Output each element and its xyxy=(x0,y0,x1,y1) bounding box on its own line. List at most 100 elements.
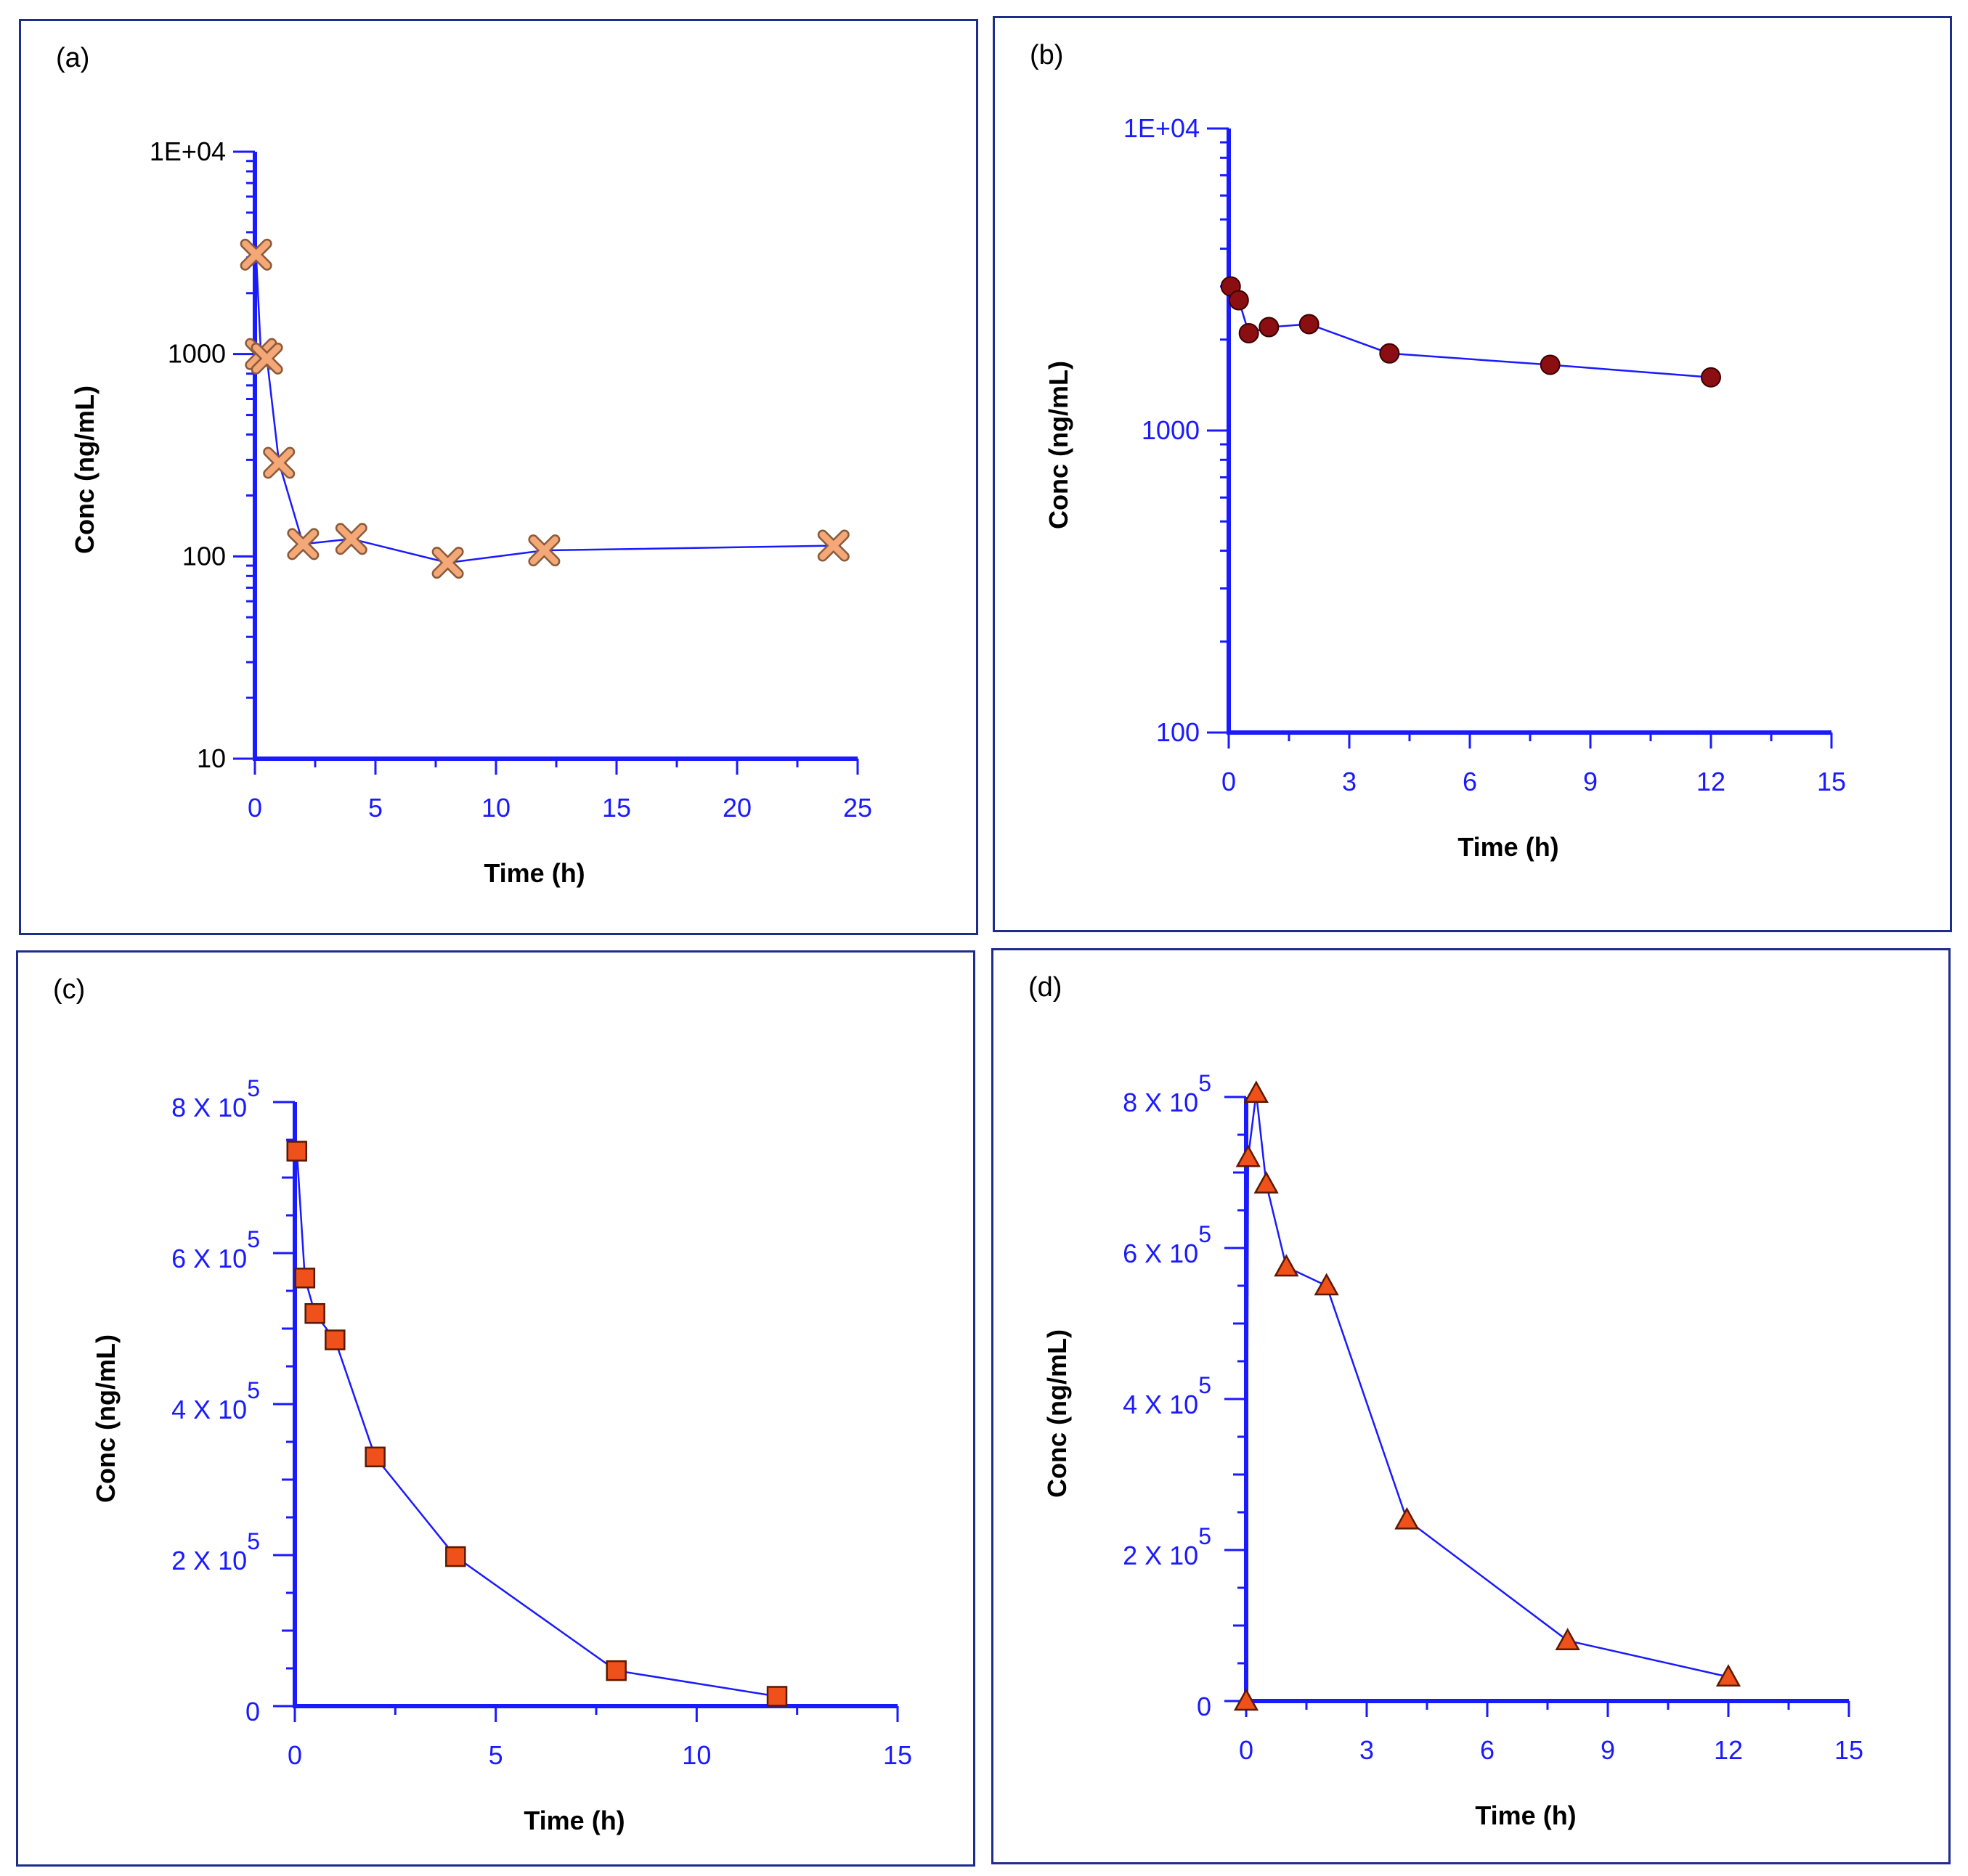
data-point xyxy=(286,1141,308,1162)
x-tick-label: 9 xyxy=(1583,767,1598,796)
chart-b-svg: 0 3 6 9 12 15 100 1000 1E+04 Time (h) Conc (ng/mL) xyxy=(1044,113,1846,862)
y-tick-label-exponent: 5 xyxy=(247,1226,260,1252)
data-point xyxy=(1394,1506,1420,1530)
data-point xyxy=(240,238,272,271)
y-tick-label: 1000 xyxy=(168,339,226,369)
data-point-fill xyxy=(819,531,848,560)
y-tick-label-base: 0 xyxy=(1197,1692,1211,1721)
data-point-fill xyxy=(253,344,282,373)
x-tick-label: 15 xyxy=(1817,767,1846,796)
data-point xyxy=(1228,290,1249,311)
y-axis-title: Conc (ng/mL) xyxy=(70,386,99,554)
data-point xyxy=(1253,1171,1279,1194)
y-tick-label-exponent: 5 xyxy=(1198,1221,1211,1247)
y-tick-label: 4 X 105 xyxy=(171,1377,260,1424)
data-point-fill xyxy=(337,524,366,553)
y-tick-label-base: 4 X 10 xyxy=(171,1395,247,1424)
x-axis-title: Time (h) xyxy=(1457,832,1558,862)
x-tick-label: 6 xyxy=(1463,767,1477,796)
data-point xyxy=(1379,343,1400,364)
data-point xyxy=(335,523,367,555)
data-point xyxy=(1243,1080,1269,1104)
x-tick-label: 6 xyxy=(1480,1735,1495,1765)
y-tick-label-base: 8 X 10 xyxy=(1123,1088,1198,1117)
x-tick-label: 12 xyxy=(1696,767,1725,796)
x-tick-label: 15 xyxy=(1834,1735,1863,1765)
x-tick-label: 10 xyxy=(682,1740,711,1770)
data-point xyxy=(766,1686,788,1707)
panel-label-a: (a) xyxy=(56,43,90,73)
x-axis-title: Time (h) xyxy=(524,1806,625,1835)
y-tick-label-base: 6 X 10 xyxy=(1123,1239,1198,1268)
y-tick-label: 0 xyxy=(1197,1692,1211,1721)
data-point xyxy=(606,1660,627,1681)
y-tick-label: 2 X 105 xyxy=(171,1528,260,1575)
x-tick-label: 0 xyxy=(1239,1735,1253,1765)
data-point xyxy=(817,529,850,562)
data-point-fill xyxy=(264,448,293,477)
y-tick-label: 6 X 105 xyxy=(1123,1221,1211,1268)
data-point xyxy=(251,342,283,375)
x-tick-label: 5 xyxy=(368,793,383,823)
data-point xyxy=(1314,1273,1339,1296)
chart-panel-a: (a) 0 5 10 15 20 25 10 100 1000 1E+04 Time (h) Conc… xyxy=(19,19,978,935)
panel-label-d: (d) xyxy=(1028,972,1062,1003)
data-point-fill xyxy=(242,240,271,269)
y-tick-label-base: 4 X 10 xyxy=(1123,1390,1198,1419)
data-point-fill xyxy=(529,536,558,565)
x-tick-label: 0 xyxy=(288,1740,302,1770)
panel-label-b: (b) xyxy=(1030,40,1064,70)
x-tick-label: 0 xyxy=(248,793,262,823)
y-tick-label-base: 8 X 10 xyxy=(171,1093,247,1122)
y-tick-label-exponent: 5 xyxy=(1198,1070,1211,1096)
x-tick-label: 10 xyxy=(481,793,511,823)
x-tick-label: 25 xyxy=(843,793,872,823)
x-tick-label: 20 xyxy=(723,793,752,823)
x-tick-label: 9 xyxy=(1601,1735,1615,1765)
y-tick-label-exponent: 5 xyxy=(247,1528,260,1554)
data-point xyxy=(287,528,320,560)
x-tick-label: 3 xyxy=(1342,767,1357,796)
x-axis-title: Time (h) xyxy=(1475,1800,1576,1830)
chart-a-svg: 0 5 10 15 20 25 10 100 1000 1E+04 Time (h) Conc (ng… xyxy=(70,136,872,888)
data-point-fill xyxy=(434,548,463,577)
chart-panel-d: (d) 0 3 6 9 12 15 0 2 X 105 4 X 105 6 X 105 8 X 10… xyxy=(991,948,1951,1864)
y-tick-label: 4 X 105 xyxy=(1123,1372,1211,1419)
y-tick-label: 2 X 105 xyxy=(1123,1523,1211,1570)
series-line xyxy=(255,254,834,564)
chart-panel-c: (c) 0 5 10 15 0 2 X 105 4 X 105 6 X 105 8 X 105 T… xyxy=(16,950,975,1867)
data-point xyxy=(1715,1664,1741,1687)
data-point xyxy=(1298,314,1320,335)
data-point xyxy=(1235,1144,1261,1167)
data-point xyxy=(1233,1688,1259,1711)
x-tick-label: 15 xyxy=(883,1740,912,1770)
chart-panel-b: (b) 0 3 6 9 12 15 100 1000 1E+04 Time (h) Conc (ng… xyxy=(993,16,1952,932)
data-point xyxy=(528,534,561,567)
y-tick-label: 6 X 105 xyxy=(171,1226,260,1273)
y-tick-label: 8 X 105 xyxy=(1123,1070,1211,1117)
data-point xyxy=(445,1546,466,1567)
y-tick-label: 100 xyxy=(1156,717,1200,747)
y-tick-label: 10 xyxy=(197,743,226,773)
data-point xyxy=(1259,317,1280,338)
data-point xyxy=(1701,367,1721,388)
y-tick-label-exponent: 5 xyxy=(1198,1523,1211,1549)
data-point xyxy=(304,1302,325,1324)
x-tick-label: 12 xyxy=(1714,1735,1743,1765)
x-tick-label: 5 xyxy=(489,1740,503,1770)
y-tick-label-base: 6 X 10 xyxy=(171,1244,247,1273)
y-tick-label: 1000 xyxy=(1142,415,1200,445)
x-tick-label: 15 xyxy=(602,793,631,823)
y-tick-label: 1E+04 xyxy=(1123,113,1200,143)
y-tick-label: 100 xyxy=(182,541,226,571)
data-point xyxy=(1274,1254,1299,1277)
x-tick-label: 0 xyxy=(1221,767,1236,796)
data-point xyxy=(1540,354,1561,375)
panel-label-c: (c) xyxy=(53,974,86,1005)
series-line xyxy=(296,1151,778,1697)
y-axis-title: Conc (ng/mL) xyxy=(1042,1329,1072,1498)
y-tick-label: 8 X 105 xyxy=(171,1075,260,1122)
series-line xyxy=(1245,1093,1729,1702)
y-axis-title: Conc (ng/mL) xyxy=(1044,361,1073,529)
